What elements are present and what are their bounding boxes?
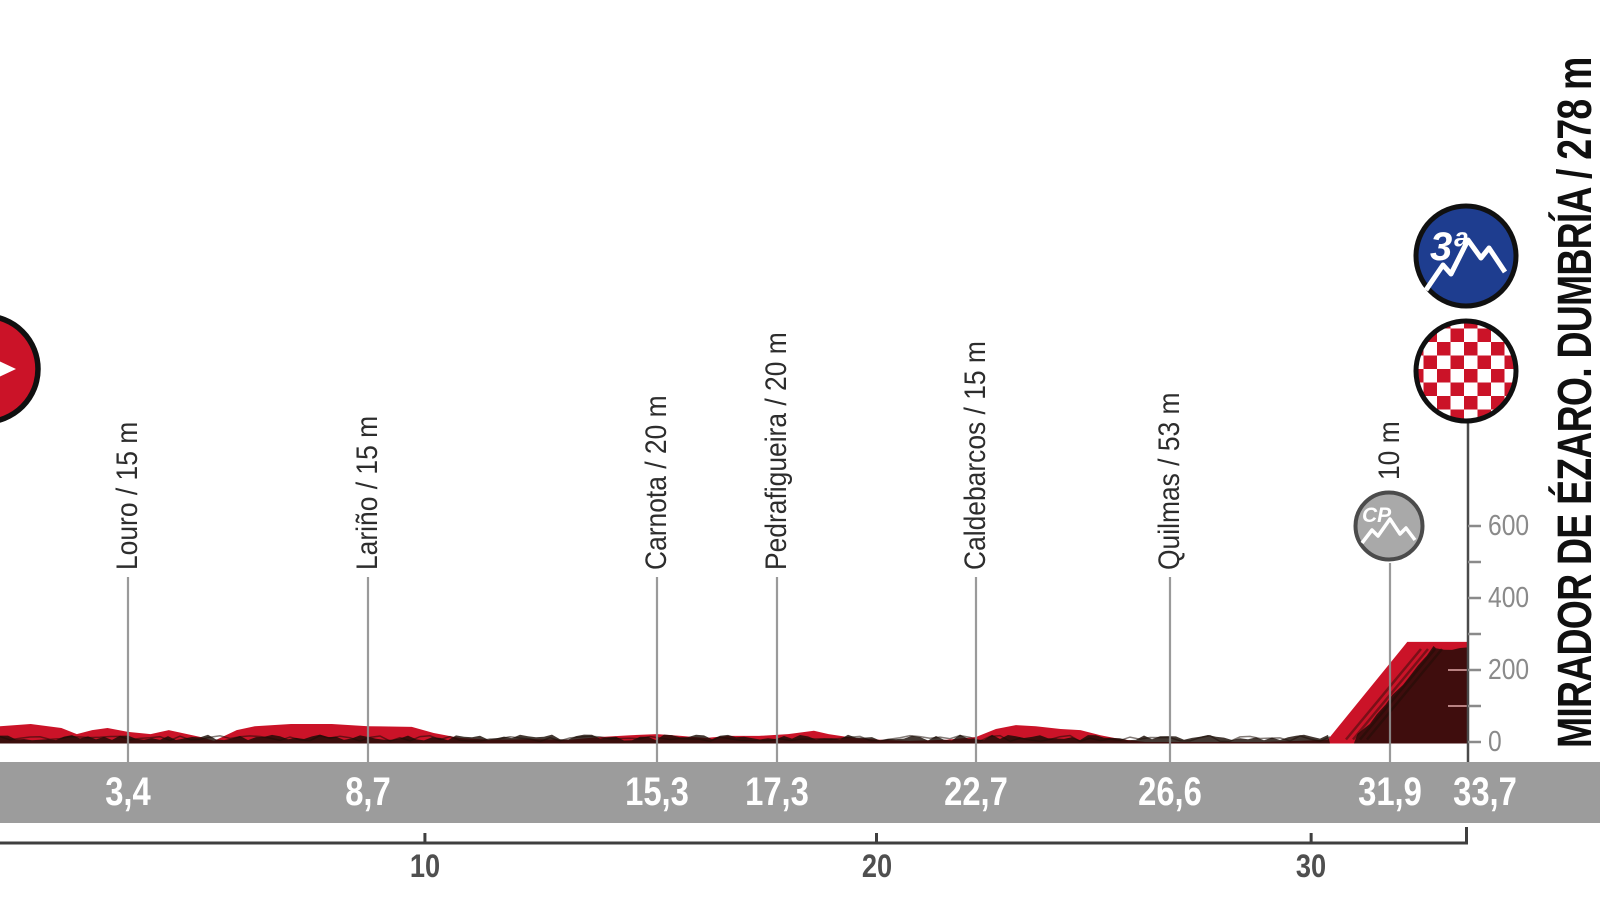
scale-tick-label: 10 — [409, 848, 441, 884]
waypoint-label: Louro / 15 m — [111, 421, 144, 570]
km-bar-label: 17,3 — [745, 770, 809, 814]
waypoint-label: Pedrafigueira / 20 m — [760, 332, 793, 570]
scale-tick-label: 20 — [861, 848, 892, 884]
scale-tick-label: 30 — [1295, 848, 1327, 884]
cp-climb-icon: CP — [1353, 490, 1425, 562]
climb-mountain-icon — [1423, 237, 1508, 292]
elevation-profile-area — [0, 641, 1468, 744]
start-arrow-icon — [0, 361, 16, 377]
waypoint-label: 10 m — [1373, 421, 1406, 480]
waypoint-label: Lariño / 15 m — [351, 415, 384, 570]
elevation-tick-label: 0 — [1488, 726, 1502, 758]
category-3-climb-icon: 3ª — [1413, 203, 1519, 309]
elevation-tick-label: 200 — [1488, 654, 1530, 686]
elevation-tick-label: 400 — [1488, 582, 1530, 614]
waypoint-label: Carnota / 20 m — [640, 395, 673, 570]
climb-hatch-line — [1366, 648, 1443, 741]
cp-mountain-icon — [1360, 517, 1417, 545]
km-bar-label: 22,7 — [944, 770, 1008, 814]
km-bar-label: 26,6 — [1138, 770, 1202, 814]
km-bar — [0, 762, 1600, 823]
waypoint-label: Quilmas / 53 m — [1153, 392, 1186, 570]
climb-hatch-line — [1359, 648, 1436, 741]
finish-label: MIRADOR DE ÉZARO. DUMBRÍA / 278 m — [1549, 57, 1600, 748]
km-bar-label: 33,7 — [1453, 770, 1517, 814]
profile-texture-line — [0, 734, 1331, 743]
km-bar-label: 15,3 — [625, 770, 689, 814]
climb-texture — [1352, 646, 1468, 744]
finish-checkered-icon — [1413, 318, 1519, 424]
elevation-tick-label: 600 — [1488, 510, 1530, 542]
waypoint-label: Caldebarcos / 15 m — [959, 341, 992, 570]
km-bar-label: 3,4 — [105, 770, 151, 814]
start-icon — [0, 315, 41, 423]
climb-hatch-line — [1345, 648, 1422, 741]
km-bar-label: 31,9 — [1358, 770, 1422, 814]
km-bar-label: 8,7 — [345, 770, 391, 814]
cp-icon-text: CP — [1362, 504, 1392, 527]
